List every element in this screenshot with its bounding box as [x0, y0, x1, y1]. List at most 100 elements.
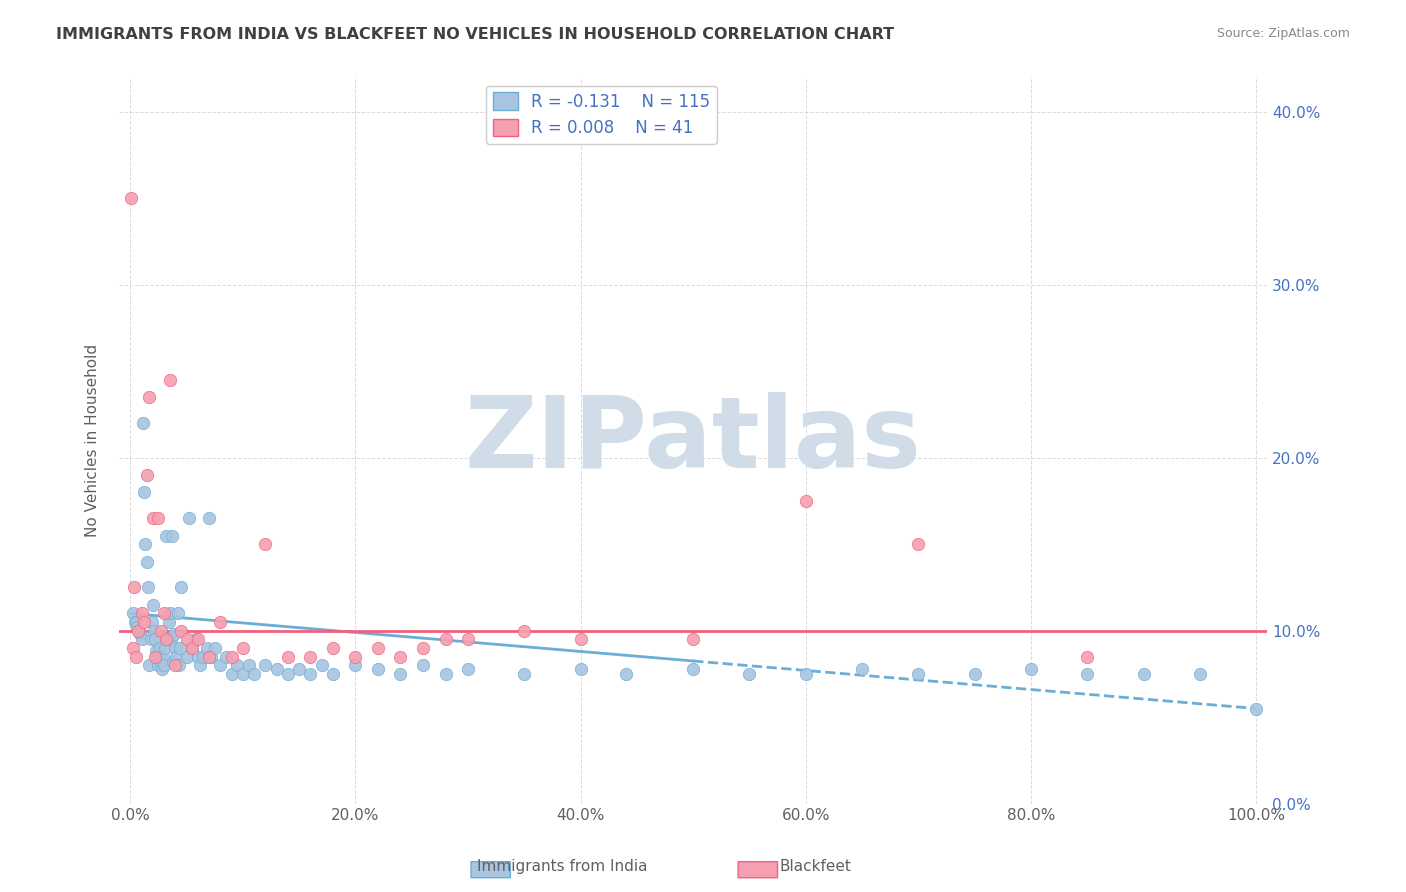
Point: [963, 667, 986, 681]
Text: Immigrants from India: Immigrants from India: [477, 859, 648, 874]
Point: [221, 649, 243, 664]
Point: [150, 662, 173, 676]
Point: [176, 632, 198, 647]
Point: [136, 555, 159, 569]
Point: [143, 632, 166, 647]
Text: IMMIGRANTS FROM INDIA VS BLACKFEET NO VEHICLES IN HOUSEHOLD CORRELATION CHART: IMMIGRANTS FROM INDIA VS BLACKFEET NO VE…: [56, 27, 894, 42]
Point: [155, 632, 177, 647]
Point: [232, 667, 254, 681]
Point: [165, 658, 187, 673]
Point: [232, 640, 254, 655]
Point: [149, 655, 172, 669]
Point: [1019, 662, 1042, 676]
Point: [149, 624, 172, 638]
Point: [162, 655, 184, 669]
Point: [851, 662, 873, 676]
Point: [181, 640, 204, 655]
Point: [1076, 667, 1098, 681]
Point: [165, 640, 187, 655]
Point: [195, 640, 218, 655]
Text: Source: ZipAtlas.com: Source: ZipAtlas.com: [1216, 27, 1350, 40]
Point: [209, 615, 232, 629]
Point: [184, 632, 207, 647]
Point: [513, 624, 536, 638]
Point: [127, 624, 149, 638]
Point: [152, 649, 174, 664]
Point: [132, 485, 155, 500]
Point: [120, 191, 142, 205]
Point: [1076, 649, 1098, 664]
Point: [170, 581, 193, 595]
Point: [193, 649, 215, 664]
Point: [614, 667, 637, 681]
Legend: R = -0.131    N = 115, R = 0.008    N = 41: R = -0.131 N = 115, R = 0.008 N = 41: [486, 86, 717, 144]
Point: [153, 607, 176, 621]
Point: [1244, 701, 1267, 715]
Point: [122, 581, 145, 595]
Point: [167, 658, 190, 673]
Point: [907, 537, 929, 551]
Point: [138, 390, 160, 404]
Point: [254, 537, 277, 551]
Point: [322, 640, 344, 655]
Point: [389, 667, 412, 681]
Point: [143, 649, 166, 664]
Point: [254, 658, 277, 673]
Point: [125, 615, 148, 629]
Point: [299, 667, 322, 681]
Point: [121, 607, 143, 621]
Point: [163, 627, 186, 641]
Point: [389, 649, 412, 664]
Point: [159, 373, 181, 387]
Point: [136, 581, 159, 595]
Point: [794, 494, 817, 508]
Point: [299, 649, 322, 664]
Text: ZIPatlas: ZIPatlas: [465, 392, 921, 489]
Point: [794, 667, 817, 681]
Y-axis label: No Vehicles in Household: No Vehicles in Household: [86, 344, 100, 537]
Point: [682, 662, 704, 676]
Point: [457, 662, 479, 676]
Point: [322, 667, 344, 681]
Point: [139, 632, 162, 647]
Point: [344, 649, 367, 664]
Point: [187, 649, 209, 664]
Point: [288, 662, 311, 676]
Point: [181, 640, 204, 655]
Point: [187, 632, 209, 647]
Point: [569, 662, 592, 676]
Point: [412, 658, 434, 673]
Point: [166, 607, 188, 621]
Point: [215, 649, 238, 664]
Point: [434, 667, 457, 681]
Point: [155, 640, 177, 655]
Point: [367, 662, 389, 676]
Point: [367, 640, 389, 655]
Point: [1188, 667, 1211, 681]
Point: [170, 624, 193, 638]
Point: [907, 667, 929, 681]
Point: [176, 649, 198, 664]
Point: [124, 615, 146, 629]
Point: [243, 667, 266, 681]
Point: [131, 416, 153, 430]
Point: [169, 640, 191, 655]
Point: [188, 658, 211, 673]
Point: [136, 468, 159, 483]
Point: [1132, 667, 1154, 681]
Point: [148, 658, 170, 673]
Point: [131, 607, 153, 621]
Point: [128, 624, 150, 638]
Point: [277, 667, 299, 681]
Point: [160, 528, 183, 542]
Point: [434, 632, 457, 647]
Point: [153, 658, 176, 673]
Point: [266, 662, 288, 676]
Text: Blackfeet: Blackfeet: [779, 859, 852, 874]
Point: [142, 624, 165, 638]
Point: [131, 632, 153, 647]
Point: [138, 658, 160, 673]
Point: [412, 640, 434, 655]
Point: [159, 607, 181, 621]
Point: [200, 649, 222, 664]
